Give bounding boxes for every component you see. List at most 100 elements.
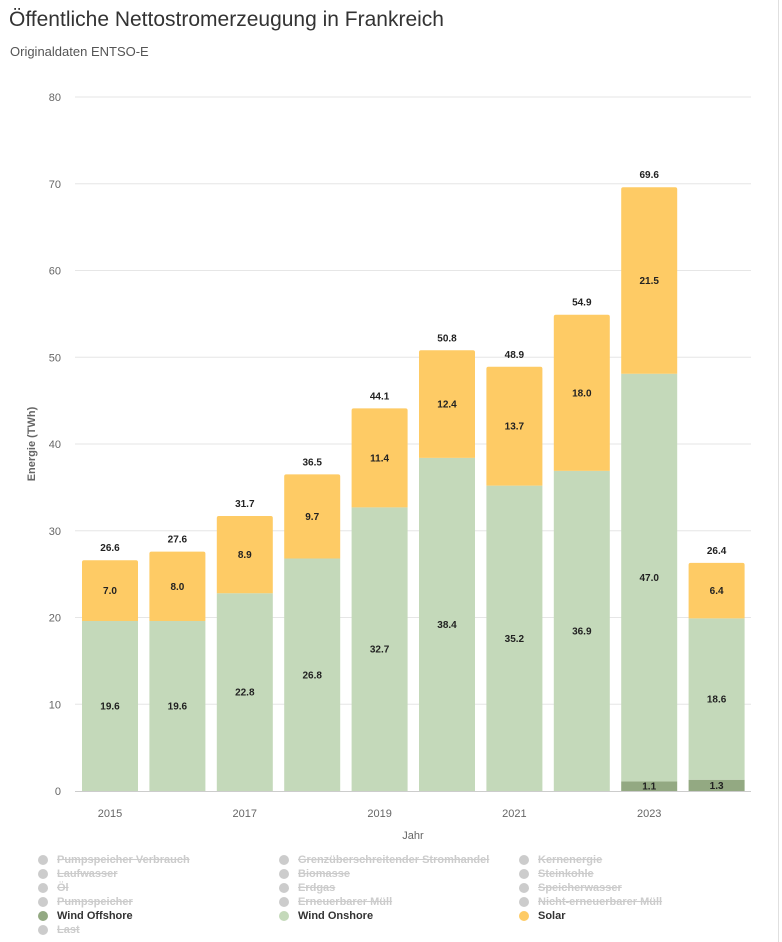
legend-item-kernenergie[interactable]: Kernenergie [519, 854, 602, 866]
segment-value-label: 19.6 [168, 701, 188, 712]
legend-label: Kernenergie [538, 854, 603, 866]
bar-segment-wind-offshore[interactable] [688, 779, 745, 791]
segment-value-label: 9.7 [305, 512, 319, 523]
bar-segment-solar[interactable] [149, 551, 206, 621]
segment-value-label: 1.3 [710, 781, 724, 792]
segment-value-label: 47.0 [639, 573, 659, 584]
bar-segment-solar[interactable] [486, 366, 543, 486]
bar-segment-solar[interactable] [284, 474, 341, 559]
panel-border [778, 0, 779, 942]
legend-marker-icon [519, 883, 529, 893]
segment-value-label: 1.1 [642, 782, 656, 793]
x-tick-label: 2017 [233, 808, 257, 820]
bar-segment-wind-onshore[interactable] [553, 470, 610, 791]
stack-total-label: 69.6 [639, 170, 659, 181]
segment-value-label: 19.6 [100, 701, 120, 712]
bar-segment-solar[interactable] [82, 560, 138, 621]
legend-marker-icon [38, 925, 48, 935]
legend-marker-icon [519, 855, 529, 865]
bar-segment-solar[interactable] [621, 187, 678, 374]
legend-marker-icon [279, 883, 289, 893]
x-tick-label: 2023 [637, 808, 661, 820]
segment-value-label: 12.4 [437, 400, 457, 411]
stack-total-label: 36.5 [302, 457, 322, 468]
stack-total-label: 26.4 [707, 546, 727, 557]
bar-segment-wind-onshore[interactable] [621, 373, 678, 782]
legend-marker-icon [279, 855, 289, 865]
bar-segment-wind-onshore[interactable] [351, 507, 408, 791]
chart-subtitle: Originaldaten ENTSO-E [10, 44, 149, 59]
legend-item-biomasse[interactable]: Biomasse [279, 868, 350, 880]
segment-value-label: 6.4 [710, 586, 724, 597]
legend-item-erdgas[interactable]: Erdgas [279, 882, 335, 894]
legend-item-last[interactable]: Last [38, 924, 80, 936]
legend-item-nicht-erneuerbarer-müll[interactable]: Nicht-erneuerbarer Müll [519, 896, 662, 908]
stack-total-label: 54.9 [572, 298, 592, 309]
legend-label: Steinkohle [538, 868, 594, 880]
legend-item-pumpspeicher-verbrauch[interactable]: Pumpspeicher Verbrauch [38, 854, 190, 866]
stack-total-label: 44.1 [370, 391, 390, 402]
legend-item-öl[interactable]: Öl [38, 882, 69, 894]
segment-value-label: 35.2 [505, 634, 525, 645]
stack-total-label: 31.7 [235, 499, 255, 510]
segment-value-label: 36.9 [572, 626, 592, 637]
bar-segment-wind-onshore[interactable] [688, 618, 745, 780]
stack-total-label: 48.9 [505, 350, 525, 361]
segment-value-label: 18.6 [707, 695, 727, 706]
y-tick-label: 60 [49, 266, 61, 278]
legend-item-solar[interactable]: Solar [519, 910, 566, 922]
legend-item-speicherwasser[interactable]: Speicherwasser [519, 882, 622, 894]
stacked-bar-chart: 19.6 7.0 26.6 19.6 8.0 27.6 22.8 8.9 31.7 26.8 9.7… [26, 92, 751, 842]
axes: 0 10 20 30 40 50 60 70 80 2015 2017 2019 2021 2023 Jah… [26, 92, 751, 842]
bar-segment-solar[interactable] [553, 314, 610, 471]
bar-segment-solar[interactable] [688, 562, 745, 619]
legend-item-laufwasser[interactable]: Laufwasser [38, 868, 118, 880]
legend-marker-icon [38, 883, 48, 893]
data-labels: 19.6 7.0 26.6 19.6 8.0 27.6 22.8 8.9 31.7 26.8 9.7… [100, 170, 727, 793]
y-tick-label: 80 [49, 92, 61, 104]
bar-segment-wind-onshore[interactable] [82, 620, 138, 791]
legend-label: Pumpspeicher [57, 896, 133, 908]
legend-item-pumpspeicher[interactable]: Pumpspeicher [38, 896, 133, 908]
segment-value-label: 32.7 [370, 645, 390, 656]
segment-value-label: 13.7 [505, 422, 525, 433]
legend-marker-icon [279, 897, 289, 907]
y-tick-label: 30 [49, 526, 61, 538]
legend-marker-icon [519, 897, 529, 907]
bars [82, 187, 745, 791]
legend-item-grenzüberschreitender-stromhandel[interactable]: Grenzüberschreitender Stromhandel [279, 854, 489, 866]
x-tick-label: 2015 [98, 808, 122, 820]
legend-marker-icon [279, 911, 289, 921]
legend-label: Speicherwasser [538, 882, 622, 894]
bar-segment-wind-onshore[interactable] [216, 593, 273, 791]
bar-segment-solar[interactable] [351, 408, 408, 508]
bar-segment-wind-offshore[interactable] [621, 781, 678, 791]
legend-marker-icon [519, 911, 529, 921]
stack-total-label: 26.6 [100, 543, 120, 554]
bar-segment-wind-onshore[interactable] [149, 620, 206, 791]
y-tick-label: 70 [49, 179, 61, 191]
legend: Pumpspeicher Verbrauch Grenzüberschreiten… [38, 854, 758, 938]
chart-title: Öffentliche Nettostromerzeugung in Frank… [9, 8, 444, 31]
bar-segment-solar[interactable] [419, 350, 475, 458]
legend-marker-icon [519, 869, 529, 879]
legend-item-wind-offshore[interactable]: Wind Offshore [38, 910, 133, 922]
segment-value-label: 18.0 [572, 388, 592, 399]
bar-segment-solar[interactable] [216, 516, 273, 594]
legend-item-erneuerbarer-müll[interactable]: Erneuerbarer Müll [279, 896, 392, 908]
segment-value-label: 8.0 [170, 582, 184, 593]
legend-label: Erdgas [298, 882, 336, 894]
legend-item-steinkohle[interactable]: Steinkohle [519, 868, 594, 880]
bar-segment-wind-onshore[interactable] [486, 485, 543, 791]
stack-total-label: 27.6 [168, 535, 188, 546]
segment-value-label: 22.8 [235, 688, 255, 699]
legend-marker-icon [279, 869, 289, 879]
segment-value-label: 11.4 [370, 453, 389, 464]
legend-label: Nicht-erneuerbarer Müll [538, 896, 663, 908]
legend-marker-icon [38, 869, 48, 879]
legend-label: Grenzüberschreitender Stromhandel [298, 854, 490, 866]
bar-segment-wind-onshore[interactable] [419, 457, 475, 791]
bar-segment-wind-onshore[interactable] [284, 558, 341, 791]
segment-value-label: 8.9 [238, 550, 252, 561]
legend-item-wind-onshore[interactable]: Wind Onshore [279, 910, 373, 922]
